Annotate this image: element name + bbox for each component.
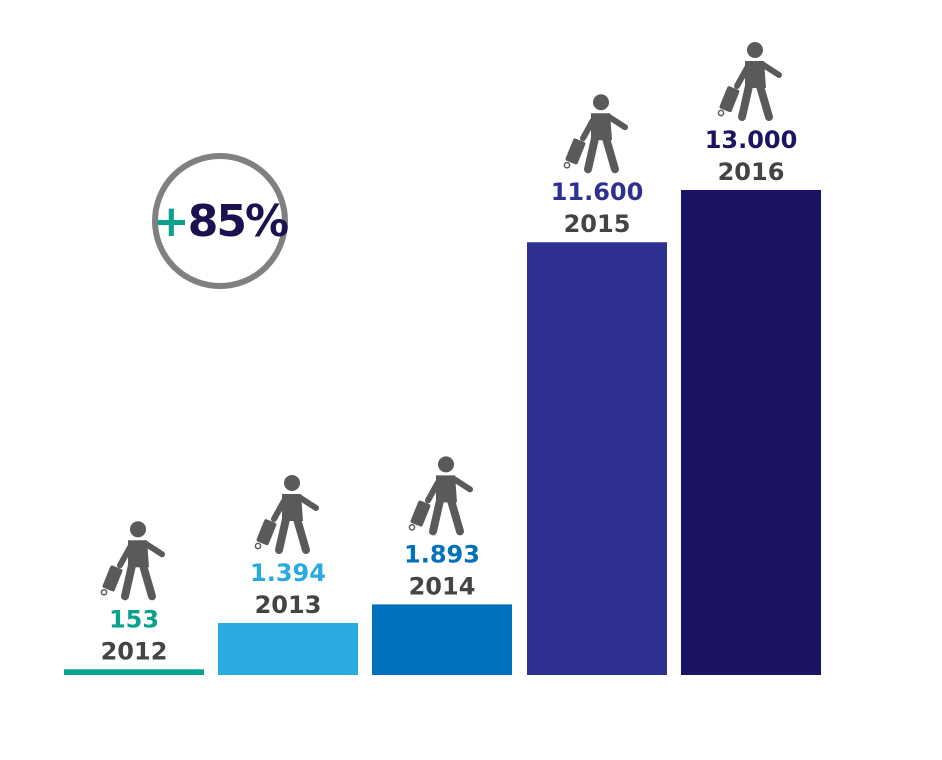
- growth-value: 85%: [187, 195, 289, 247]
- traveler-icon: [254, 474, 319, 554]
- traveler-icon: [717, 42, 782, 121]
- bar-2012: [64, 669, 204, 675]
- value-label: 1.893: [404, 540, 480, 568]
- year-label: 2015: [564, 210, 631, 238]
- bar-2015: [527, 242, 667, 675]
- traveler-icon: [100, 521, 165, 601]
- growth-badge: +85%: [152, 153, 289, 289]
- growth-sign: +: [152, 195, 190, 247]
- value-label: 153: [109, 605, 159, 633]
- year-label: 2013: [255, 591, 322, 619]
- value-label: 13.000: [705, 126, 798, 154]
- year-label: 2014: [409, 572, 476, 600]
- bar-2016: [681, 190, 821, 675]
- year-label: 2012: [101, 637, 168, 665]
- year-label: 2016: [718, 158, 785, 186]
- value-label: 1.394: [250, 559, 326, 587]
- bar-2013: [218, 622, 358, 675]
- traveler-icon: [563, 94, 628, 174]
- bar-2014: [372, 604, 512, 675]
- growth-text: +85%: [152, 195, 289, 247]
- value-label: 11.600: [551, 178, 644, 206]
- traveler-icon: [408, 456, 473, 536]
